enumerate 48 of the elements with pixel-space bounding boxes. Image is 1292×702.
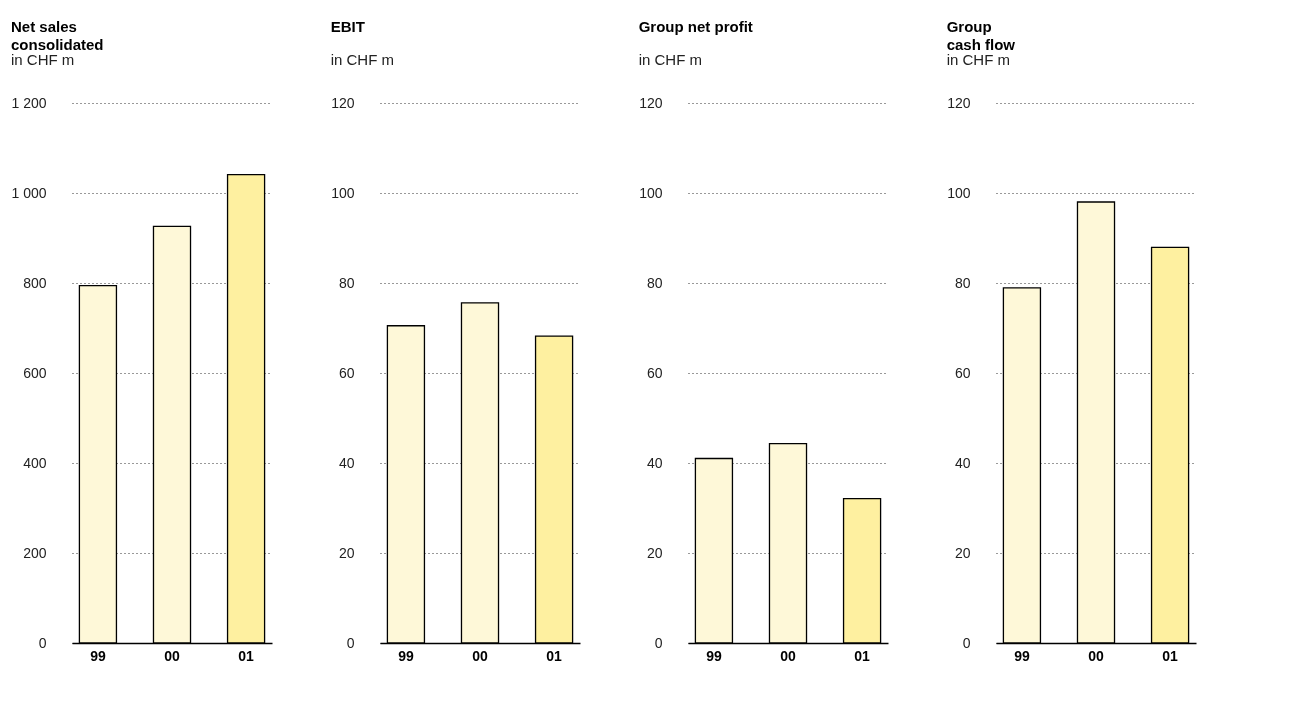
y-tick-label: 0 — [962, 634, 971, 651]
y-tick-label: 80 — [338, 274, 355, 291]
y-tick-label: 0 — [346, 634, 355, 651]
y-tick-label: 40 — [646, 454, 663, 471]
x-tick-label: 01 — [854, 647, 871, 664]
y-tick-label: 20 — [338, 544, 355, 561]
x-tick-label: 00 — [1088, 647, 1104, 664]
y-tick-label: 20 — [646, 544, 663, 561]
y-tick-label: 80 — [646, 274, 663, 291]
y-tick-label: 800 — [23, 274, 47, 291]
x-tick-label: 99 — [706, 647, 722, 664]
y-tick-label: 100 — [947, 184, 971, 201]
y-tick-label: 1 000 — [11, 184, 47, 201]
x-tick-label: 00 — [164, 647, 180, 664]
x-tick-label: 01 — [1162, 647, 1179, 664]
y-tick-label: 120 — [331, 94, 355, 111]
chart-subtitle: in CHF m — [330, 51, 394, 68]
y-tick-label: 60 — [954, 364, 971, 381]
y-tick-label: 1 200 — [11, 94, 47, 111]
chart-title: Group net profit — [638, 18, 753, 35]
y-tick-label: 600 — [23, 364, 47, 381]
x-tick-label: 00 — [780, 647, 796, 664]
x-tick-label: 99 — [398, 647, 414, 664]
chart-title: EBIT — [330, 18, 365, 35]
y-tick-label: 80 — [954, 274, 971, 291]
y-tick-label: 60 — [338, 364, 355, 381]
y-tick-label: 20 — [954, 544, 971, 561]
y-tick-label: 0 — [654, 634, 663, 651]
y-tick-label: 0 — [38, 634, 47, 651]
y-tick-label: 400 — [23, 454, 47, 471]
x-tick-label: 01 — [546, 647, 563, 664]
chart-title: Net sales consolidated — [10, 18, 104, 53]
chart-subtitle: in CHF m — [638, 51, 702, 68]
y-tick-label: 60 — [646, 364, 663, 381]
chart-subtitle: in CHF m — [946, 51, 1010, 68]
y-tick-label: 100 — [639, 184, 663, 201]
y-tick-label: 200 — [23, 544, 47, 561]
x-tick-label: 01 — [238, 647, 255, 664]
y-tick-label: 120 — [947, 94, 971, 111]
chart-subtitle: in CHF m — [10, 51, 75, 68]
x-tick-label: 99 — [90, 647, 106, 664]
y-tick-label: 100 — [331, 184, 355, 201]
x-tick-label: 99 — [1014, 647, 1030, 664]
y-tick-label: 40 — [954, 454, 971, 471]
y-tick-label: 120 — [639, 94, 663, 111]
x-tick-label: 00 — [472, 647, 488, 664]
chart-title: Group cash flow — [946, 18, 1016, 53]
y-tick-label: 40 — [338, 454, 355, 471]
